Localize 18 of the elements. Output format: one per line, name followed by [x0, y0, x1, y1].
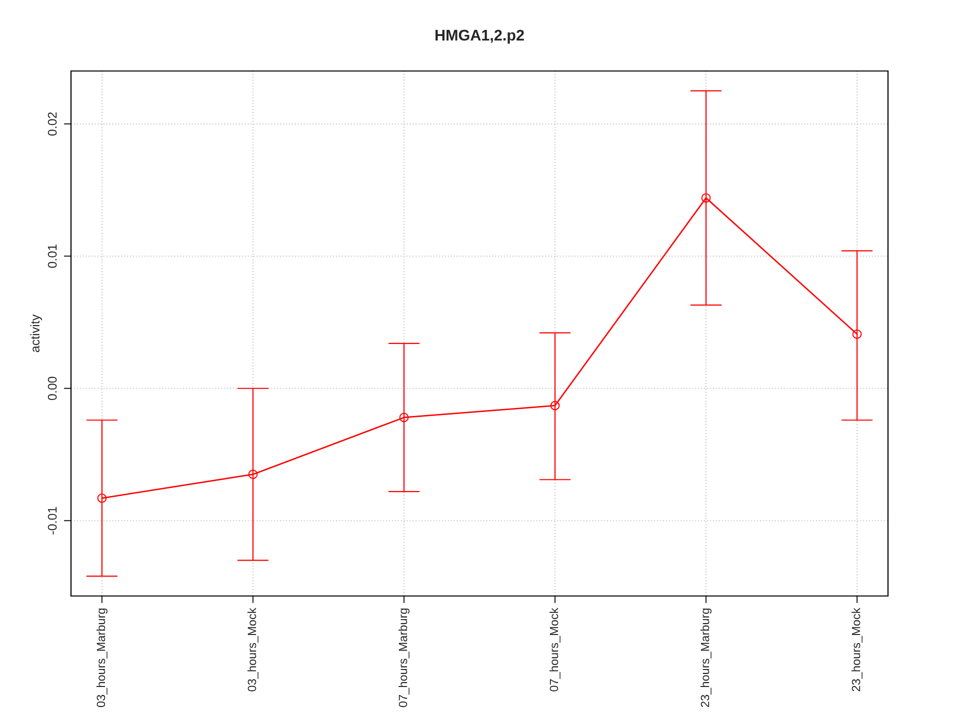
- point: [701, 193, 711, 203]
- chart-title: HMGA1,2.p2: [436, 30, 524, 44]
- x-tick-label: 03_hours_Marburg: [96, 608, 108, 708]
- y-tick-label: -0.01: [48, 506, 57, 534]
- x-tick-label: 07_hours_Mock: [550, 608, 560, 692]
- y-axis-title: activity: [30, 314, 42, 352]
- point: [97, 493, 107, 503]
- x-tick-label: 23_hours_Mock: [852, 608, 862, 692]
- point: [852, 329, 862, 339]
- y-tick-label: 0.01: [48, 244, 57, 268]
- point: [550, 400, 560, 410]
- y-tick-label: 0.02: [48, 112, 57, 136]
- x-tick-label: 23_hours_Marburg: [700, 608, 712, 707]
- x-tick-label: 03_hours_Mock: [247, 608, 258, 692]
- point: [248, 470, 258, 480]
- y-tick-label: 0.00: [48, 376, 57, 400]
- point: [399, 412, 409, 422]
- x-tick-label: 07_hours_Marburg: [398, 608, 410, 708]
